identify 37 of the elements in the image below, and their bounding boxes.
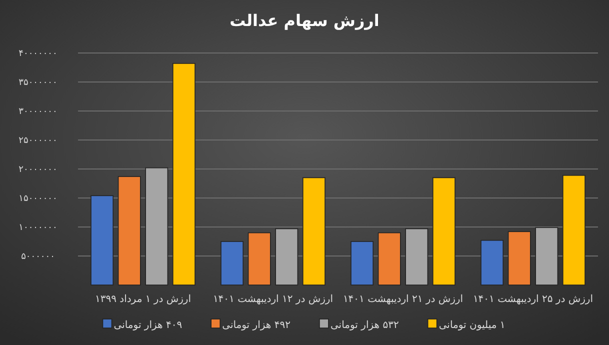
bar xyxy=(172,63,196,286)
legend-label: ۴۹۲ هزار تومانی xyxy=(222,320,290,331)
bar xyxy=(535,227,558,286)
legend-item: ۴۹۲ هزار تومانی xyxy=(210,318,290,331)
bar xyxy=(562,174,586,286)
legend-item: ۱ میلیون تومانی xyxy=(427,318,506,331)
bar xyxy=(248,232,271,286)
bar xyxy=(508,231,531,286)
bar xyxy=(275,228,298,286)
y-tick-label: ۳۰۰۰۰۰۰۰ xyxy=(18,107,58,117)
y-tick-label: ۳۵۰۰۰۰۰۰ xyxy=(18,78,58,88)
bar xyxy=(145,167,168,286)
x-tick-label: ارزش در ۱۲ اردیبهشت ۱۴۰۱ xyxy=(212,294,334,305)
bar xyxy=(432,177,456,286)
y-tick-label: ۴۰۰۰۰۰۰۰ xyxy=(18,49,58,59)
legend-item: ۵۳۲ هزار تومانی xyxy=(319,318,399,331)
bar xyxy=(90,195,114,286)
bar xyxy=(118,176,141,286)
bar xyxy=(220,241,244,286)
y-tick-label: ۲۰۰۰۰۰۰۰ xyxy=(18,165,58,175)
legend-label: ۵۳۲ هزار تومانی xyxy=(330,320,399,331)
bar xyxy=(405,228,428,286)
legend-label: ۱ میلیون تومانی xyxy=(438,320,506,331)
x-tick-label: ارزش در ۱ مرداد ۱۳۹۹ xyxy=(94,294,192,305)
y-tick-label: ۲۵۰۰۰۰۰۰ xyxy=(18,136,58,146)
bar xyxy=(378,232,401,286)
bar xyxy=(302,177,326,286)
chart-title: ارزش سهام عدالت xyxy=(230,11,380,30)
legend-label: ۴۰۹ هزار تومانی xyxy=(114,320,182,331)
y-tick-label: ۵۰۰۰۰۰۰ xyxy=(21,252,55,262)
x-tick-label: ارزش در ۲۱ اردیبهشت ۱۴۰۱ xyxy=(342,294,464,305)
bar xyxy=(350,241,374,286)
y-tick-label: ۱۵۰۰۰۰۰۰ xyxy=(18,194,58,204)
y-tick-label: ۱۰۰۰۰۰۰۰ xyxy=(18,223,58,233)
x-tick-label: ارزش در ۲۵ اردیبهشت ۱۴۰۱ xyxy=(472,294,594,305)
bar xyxy=(480,240,504,286)
legend-item: ۴۰۹ هزار تومانی xyxy=(102,318,182,331)
